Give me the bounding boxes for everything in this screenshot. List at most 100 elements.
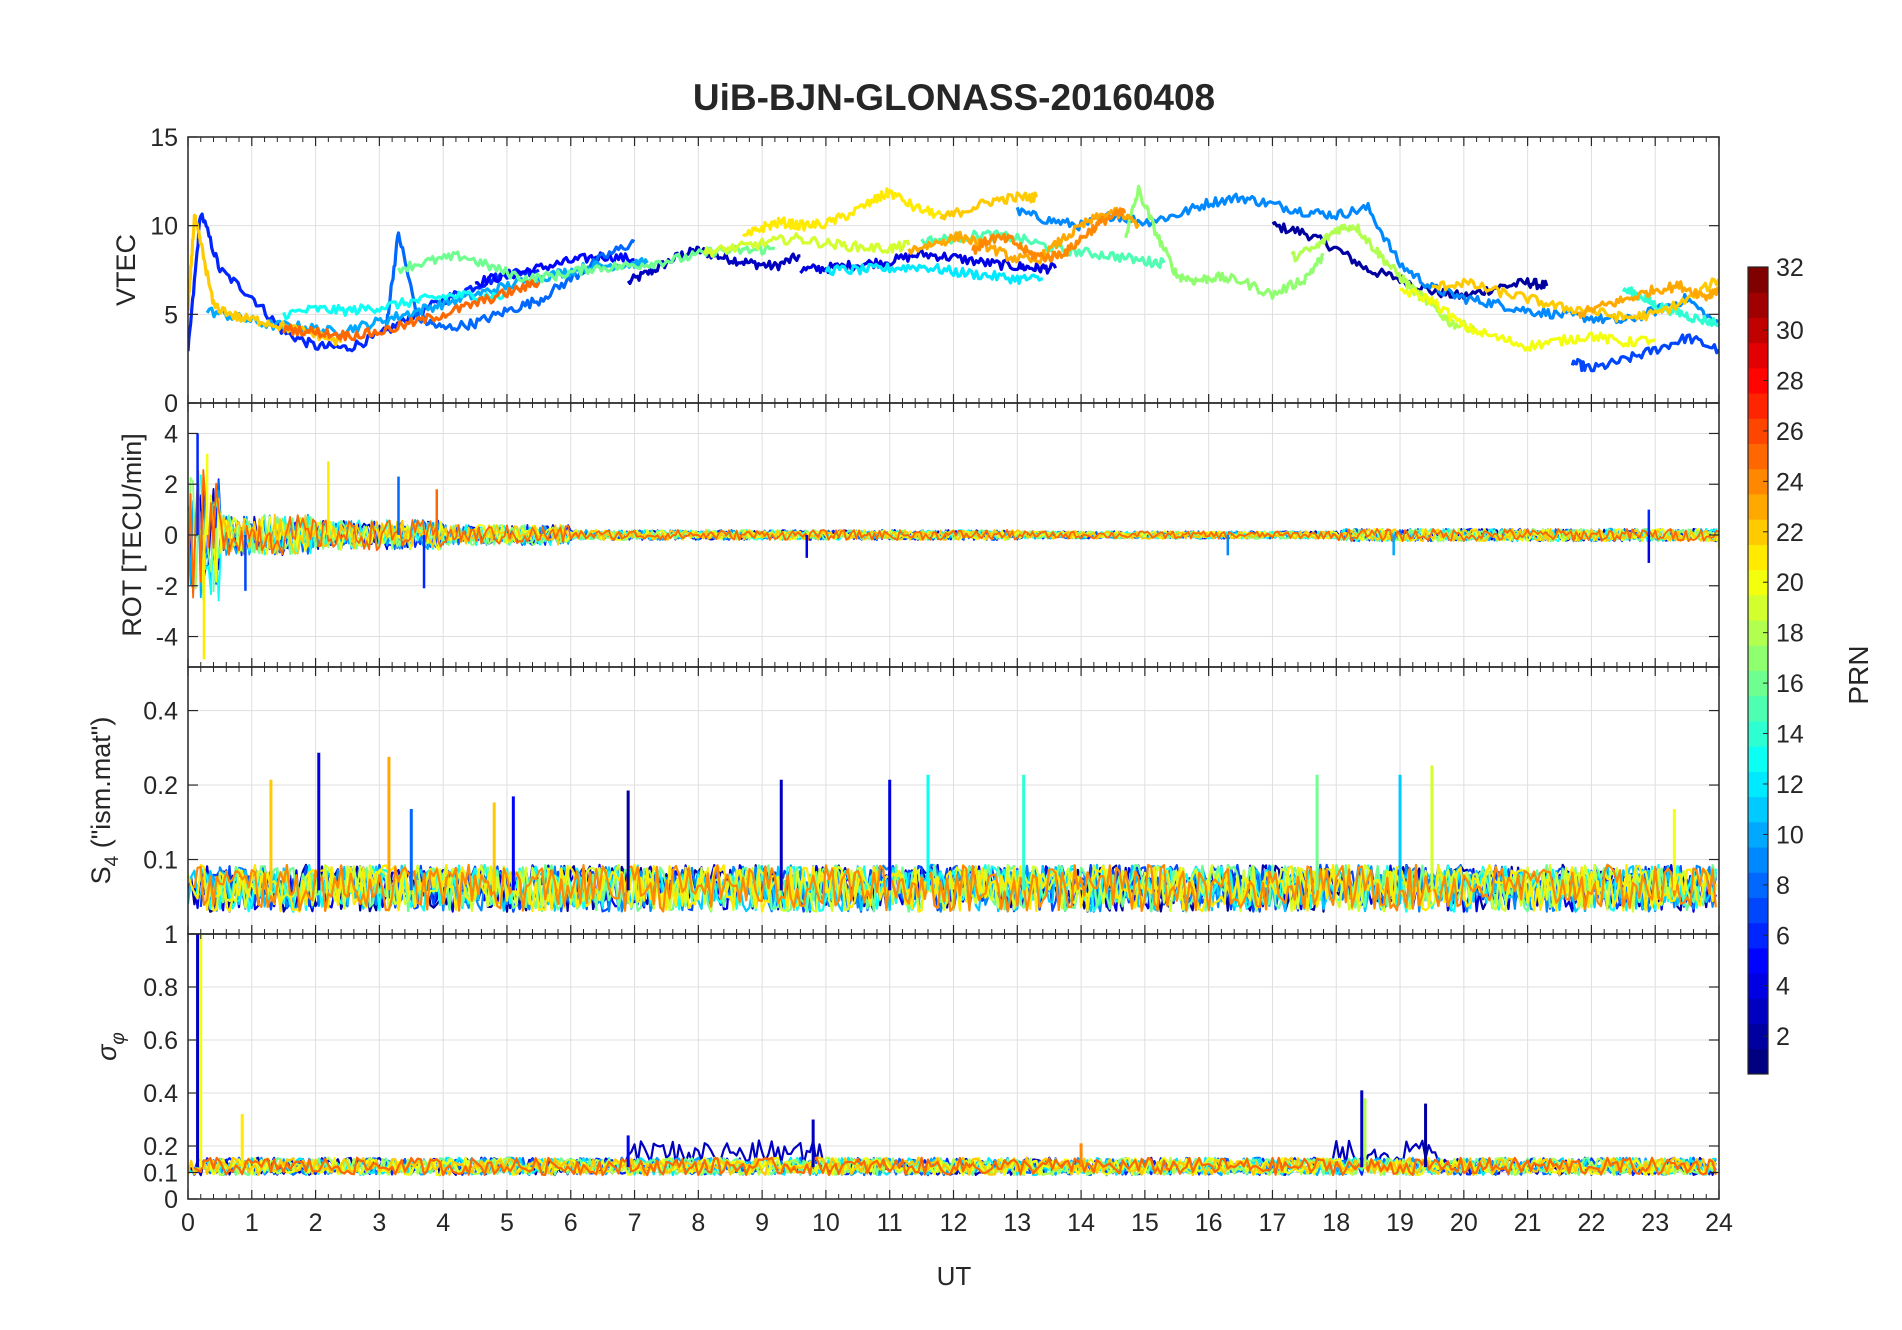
vtec-series-line <box>1124 184 1325 301</box>
figure-title: UiB-BJN-GLONASS-20160408 <box>693 77 1215 118</box>
colorbar-swatch <box>1748 292 1768 318</box>
x-tick-label: 0 <box>181 1209 195 1237</box>
x-tick-label: 18 <box>1322 1209 1350 1237</box>
colorbar-swatch <box>1748 670 1768 697</box>
vtec-series-line <box>799 248 1058 275</box>
x-axis-label: UT <box>937 1261 972 1291</box>
y-tick-label: 0.1 <box>143 847 178 875</box>
colorbar-swatch <box>1748 973 1768 999</box>
sigma-series-line <box>193 1156 1717 1177</box>
colorbar-tick-label: 12 <box>1776 771 1804 799</box>
x-tick-label: 4 <box>436 1209 450 1237</box>
y-tick-label: 0.2 <box>143 772 178 800</box>
colorbar-swatch <box>1748 695 1768 722</box>
y-tick-label: 0 <box>164 1186 178 1214</box>
vtec-series-line <box>971 207 1127 263</box>
vtec-series-line <box>1399 287 1657 352</box>
vtec-series-line <box>188 212 540 353</box>
x-tick-label: 14 <box>1067 1209 1095 1237</box>
colorbar-swatch <box>1748 847 1768 873</box>
colorbar-swatch <box>1748 922 1768 949</box>
colorbar-tick-label: 28 <box>1776 367 1804 395</box>
vtec-series-line <box>939 191 1038 221</box>
colorbar-swatch <box>1748 519 1768 545</box>
colorbar-swatch <box>1748 317 1768 344</box>
s4-y-axis-label: S4 ("ism.mat") <box>86 717 123 885</box>
colorbar-tick-label: 32 <box>1776 254 1804 282</box>
colorbar-swatch <box>1748 947 1768 974</box>
y-tick-label: 0.2 <box>143 1133 178 1161</box>
y-tick-label: 1 <box>164 921 178 949</box>
vtec-series-line <box>703 232 911 258</box>
rot-series-line <box>212 500 1719 555</box>
colorbar-swatch <box>1748 620 1768 646</box>
vtec-series-line <box>1015 192 1719 328</box>
y-tick-label: 0.6 <box>143 1027 178 1055</box>
s4-series-line <box>193 863 1717 913</box>
colorbar-swatch <box>1748 468 1768 495</box>
colorbar-tick-label: 2 <box>1776 1023 1790 1051</box>
sigma-y-axis-label: σφ <box>92 1032 129 1061</box>
colorbar-tick-label: 18 <box>1776 620 1804 648</box>
colorbar-swatch <box>1748 645 1768 671</box>
colorbar-tick-label: 4 <box>1776 973 1790 1001</box>
colorbar-tick-label: 14 <box>1776 721 1804 749</box>
s4-panel: 0.1 0.2 0.4 S4 ("ism.mat") <box>86 666 1720 935</box>
colorbar-swatch <box>1748 1048 1768 1075</box>
colorbar-tick-label: 20 <box>1776 569 1804 597</box>
vtec-series-line <box>1290 223 1478 333</box>
colorbar-tick-label: 24 <box>1776 468 1804 496</box>
colorbar-swatch <box>1748 821 1768 848</box>
x-tick-label: 23 <box>1641 1209 1669 1237</box>
colorbar-swatch <box>1748 594 1768 621</box>
y-tick-label: 5 <box>164 301 178 329</box>
x-tick-label: 2 <box>309 1209 323 1237</box>
colorbar-swatch <box>1748 897 1768 924</box>
x-tick-label: 13 <box>1003 1209 1031 1237</box>
vtec-y-axis-label: VTEC <box>111 234 141 306</box>
colorbar-tick-label: 6 <box>1776 922 1790 950</box>
colorbar-swatch <box>1748 418 1768 445</box>
colorbar-frame <box>1747 266 1769 1075</box>
y-tick-label: -2 <box>156 573 178 601</box>
x-tick-label: 10 <box>812 1209 840 1237</box>
x-tick-label: 22 <box>1578 1209 1606 1237</box>
x-tick-label: 21 <box>1514 1209 1542 1237</box>
colorbar-swatch <box>1748 998 1768 1025</box>
vtec-series-line <box>282 290 509 321</box>
colorbar-tick-label: 30 <box>1776 317 1804 345</box>
rot-series-group <box>188 433 1719 660</box>
x-tick-label: 3 <box>372 1209 386 1237</box>
y-tick-label: 0 <box>164 522 178 550</box>
colorbar-swatch <box>1748 1023 1768 1050</box>
colorbar-swatch <box>1748 746 1768 772</box>
colorbar-swatch <box>1748 544 1768 571</box>
colorbar-swatch <box>1748 493 1768 520</box>
colorbar-tick-label: 16 <box>1776 670 1804 698</box>
colorbar-swatch <box>1748 720 1768 747</box>
colorbar-swatch <box>1748 872 1768 898</box>
x-tick-label: 17 <box>1259 1209 1287 1237</box>
colorbar-tick-label: 10 <box>1776 821 1804 849</box>
rot-y-axis-label: ROT [TECU/min] <box>117 433 147 637</box>
rot-panel: -4 -2 0 2 4 ROT [TECU/min] <box>117 402 1720 668</box>
y-tick-label: 4 <box>164 420 178 448</box>
x-tick-label: 7 <box>628 1209 642 1237</box>
vtec-series-line <box>282 279 541 342</box>
x-tick-label: 15 <box>1131 1209 1159 1237</box>
vtec-series-line <box>1431 277 1719 323</box>
sigma-phi-panel: 00.10.20.40.60.810 1 2 3 4 5 6 7 8 9 10 11 12 13 14 15 1… <box>92 921 1733 1237</box>
colorbar-tick-label: 26 <box>1776 418 1804 446</box>
vtec-series-line <box>1577 280 1719 319</box>
x-tick-label: 24 <box>1705 1209 1733 1237</box>
x-tick-label: 19 <box>1386 1209 1414 1237</box>
colorbar-tick-label: 8 <box>1776 872 1790 900</box>
colorbar-swatch <box>1748 342 1768 369</box>
y-tick-label: 0 <box>164 390 178 418</box>
vtec-series-group <box>188 184 1719 373</box>
sigma-series-group <box>188 934 1717 1177</box>
colorbar-swatch <box>1748 569 1768 596</box>
y-tick-label: 0.4 <box>143 1080 178 1108</box>
